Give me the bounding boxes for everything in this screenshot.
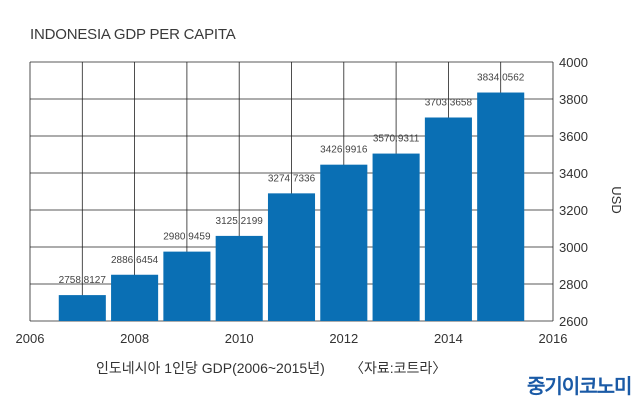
x-axis-ticks: 2006 2008 2010 2012 2014 2016 <box>16 331 568 346</box>
bar-value-label: 2980.9459 <box>163 232 211 243</box>
x-tick-label: 2008 <box>120 331 149 346</box>
x-tick-label: 2016 <box>539 331 568 346</box>
bar <box>215 235 263 321</box>
bar <box>163 251 211 321</box>
bar <box>111 274 159 321</box>
bar-value-label: 2758.8127 <box>59 275 107 286</box>
y-tick-label: 4000 <box>559 55 588 70</box>
y-axis-label: USD <box>609 186 624 213</box>
bars <box>58 92 525 322</box>
bar-value-label: 3274.7336 <box>268 173 316 184</box>
bar-value-label: 3125.2199 <box>216 216 264 227</box>
y-tick-label: 2800 <box>559 277 588 292</box>
brand-logo: 중기이코노미 <box>527 376 632 398</box>
y-tick-label: 2600 <box>559 314 588 329</box>
bar <box>58 295 106 321</box>
y-tick-label: 3800 <box>559 92 588 107</box>
bar-value-labels: 2758.8127 2886.6454 2980.9459 3125.2199 3274… <box>59 73 525 287</box>
y-tick-label: 3600 <box>559 129 588 144</box>
bar <box>320 164 368 321</box>
y-tick-label: 3200 <box>559 203 588 218</box>
bar <box>372 153 420 321</box>
y-axis-ticks: 2600 2800 3000 3200 3400 3600 3800 4000 <box>559 55 588 329</box>
bar <box>267 193 316 321</box>
x-tick-label: 2010 <box>225 331 254 346</box>
y-tick-label: 3000 <box>559 240 588 255</box>
x-tick-label: 2012 <box>329 331 358 346</box>
x-tick-label: 2006 <box>16 331 45 346</box>
bar <box>477 92 525 322</box>
korean-caption: 인도네시아 1인당 GDP(2006~2015년) <box>96 360 325 376</box>
chart-title: INDONESIA GDP PER CAPITA <box>30 26 236 43</box>
bar <box>424 117 472 321</box>
bar-value-label: 3570.9311 <box>373 134 420 145</box>
x-tick-label: 2014 <box>434 331 463 346</box>
bar-value-label: 3834.0562 <box>477 73 525 84</box>
source-caption: 〈자료:코트라〉 <box>350 360 447 376</box>
bar-value-label: 2886.6454 <box>111 255 159 266</box>
bar-value-label: 3703.3658 <box>425 98 473 109</box>
y-tick-label: 3400 <box>559 166 588 181</box>
bar-value-label: 3426.9916 <box>320 145 368 156</box>
